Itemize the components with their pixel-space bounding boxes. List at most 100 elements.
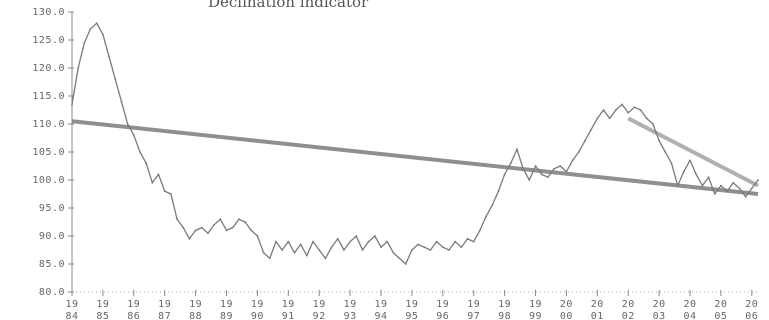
data-point bbox=[553, 167, 555, 170]
x-tick-label-bottom: 95 bbox=[405, 311, 418, 320]
y-tick-label: 130.0 bbox=[32, 7, 65, 18]
data-point bbox=[244, 221, 246, 223]
data-point bbox=[528, 179, 531, 181]
data-point bbox=[176, 218, 178, 221]
data-point bbox=[757, 179, 759, 181]
data-point bbox=[89, 27, 92, 30]
data-point bbox=[645, 117, 648, 120]
data-point bbox=[386, 240, 389, 243]
data-point bbox=[163, 190, 166, 193]
x-tick-label-top: 20 bbox=[745, 299, 758, 310]
x-tick-label-top: 19 bbox=[189, 299, 202, 310]
x-tick-label-bottom: 88 bbox=[189, 311, 202, 320]
data-point bbox=[281, 249, 284, 251]
x-tick-label-bottom: 03 bbox=[653, 311, 666, 320]
data-point bbox=[423, 246, 426, 249]
data-point bbox=[509, 162, 512, 165]
data-point bbox=[225, 229, 228, 232]
data-point bbox=[448, 249, 450, 251]
x-tick-label-top: 20 bbox=[683, 299, 696, 310]
data-point bbox=[324, 257, 327, 260]
x-tick-label-top: 19 bbox=[127, 299, 140, 310]
data-point bbox=[546, 176, 549, 179]
y-tick-label: 95.0 bbox=[39, 203, 65, 214]
data-point bbox=[540, 173, 543, 176]
data-point bbox=[596, 117, 599, 120]
data-point bbox=[411, 249, 413, 251]
data-point bbox=[343, 249, 345, 251]
x-tick-label-top: 20 bbox=[560, 299, 573, 310]
data-point bbox=[695, 173, 698, 176]
y-tick-label: 125.0 bbox=[32, 35, 65, 46]
x-tick-label-top: 19 bbox=[251, 299, 264, 310]
x-tick-label-top: 19 bbox=[313, 299, 326, 310]
data-point bbox=[213, 223, 216, 226]
data-point bbox=[497, 190, 500, 193]
data-point bbox=[466, 237, 469, 240]
data-point bbox=[516, 148, 518, 151]
data-point bbox=[404, 263, 407, 265]
data-point bbox=[207, 232, 209, 235]
x-tick-label-bottom: 96 bbox=[436, 311, 449, 320]
y-tick-label: 110.0 bbox=[32, 119, 65, 130]
x-tick-label-bottom: 84 bbox=[65, 311, 78, 320]
data-point bbox=[194, 229, 197, 232]
data-point bbox=[83, 41, 86, 44]
x-tick-label-bottom: 01 bbox=[591, 311, 604, 320]
data-point bbox=[584, 139, 586, 142]
data-point bbox=[312, 240, 314, 243]
data-point bbox=[602, 109, 605, 111]
data-point bbox=[108, 55, 110, 58]
trend-layer bbox=[71, 116, 759, 196]
data-point bbox=[559, 165, 562, 167]
data-point bbox=[522, 167, 525, 170]
x-tick-label-top: 20 bbox=[591, 299, 604, 310]
x-tick-label-bottom: 91 bbox=[282, 311, 295, 320]
data-point bbox=[262, 251, 265, 254]
data-point bbox=[472, 240, 475, 243]
data-point bbox=[664, 151, 667, 153]
data-point bbox=[732, 181, 735, 184]
data-point bbox=[126, 123, 129, 125]
data-point bbox=[77, 67, 80, 69]
data-point bbox=[614, 109, 617, 111]
x-tick-label-bottom: 93 bbox=[344, 311, 357, 320]
data-point bbox=[682, 170, 685, 173]
data-point bbox=[367, 240, 370, 243]
data-point bbox=[305, 254, 308, 257]
data-point bbox=[188, 237, 191, 240]
data-point bbox=[429, 249, 432, 251]
data-point bbox=[726, 190, 728, 193]
data-point bbox=[485, 215, 487, 218]
data-point bbox=[287, 240, 290, 243]
series-line bbox=[71, 22, 759, 265]
data-point bbox=[750, 187, 753, 190]
data-point bbox=[200, 226, 203, 229]
data-point bbox=[114, 78, 117, 81]
data-point bbox=[71, 103, 73, 106]
y-tick-label: 100.0 bbox=[32, 175, 65, 186]
x-tick-label-top: 19 bbox=[220, 299, 233, 310]
data-point bbox=[608, 117, 611, 120]
data-point bbox=[460, 246, 463, 249]
trend-line-main bbox=[71, 119, 759, 196]
data-point bbox=[652, 123, 654, 125]
data-point bbox=[151, 181, 154, 184]
data-point bbox=[373, 235, 376, 237]
data-point bbox=[231, 226, 234, 229]
x-tick-label-top: 19 bbox=[405, 299, 418, 310]
data-point bbox=[565, 170, 568, 173]
data-point bbox=[639, 109, 642, 111]
data-point bbox=[621, 103, 623, 106]
data-point bbox=[336, 237, 339, 240]
data-point bbox=[275, 240, 277, 243]
data-point bbox=[454, 240, 457, 243]
x-tick-label-bottom: 86 bbox=[127, 311, 140, 320]
data-point bbox=[738, 187, 741, 190]
data-point bbox=[701, 184, 704, 187]
x-tick-label-bottom: 05 bbox=[714, 311, 727, 320]
data-point bbox=[571, 159, 574, 162]
x-tick-label-top: 19 bbox=[344, 299, 357, 310]
data-point bbox=[95, 22, 98, 25]
data-point bbox=[627, 111, 630, 114]
